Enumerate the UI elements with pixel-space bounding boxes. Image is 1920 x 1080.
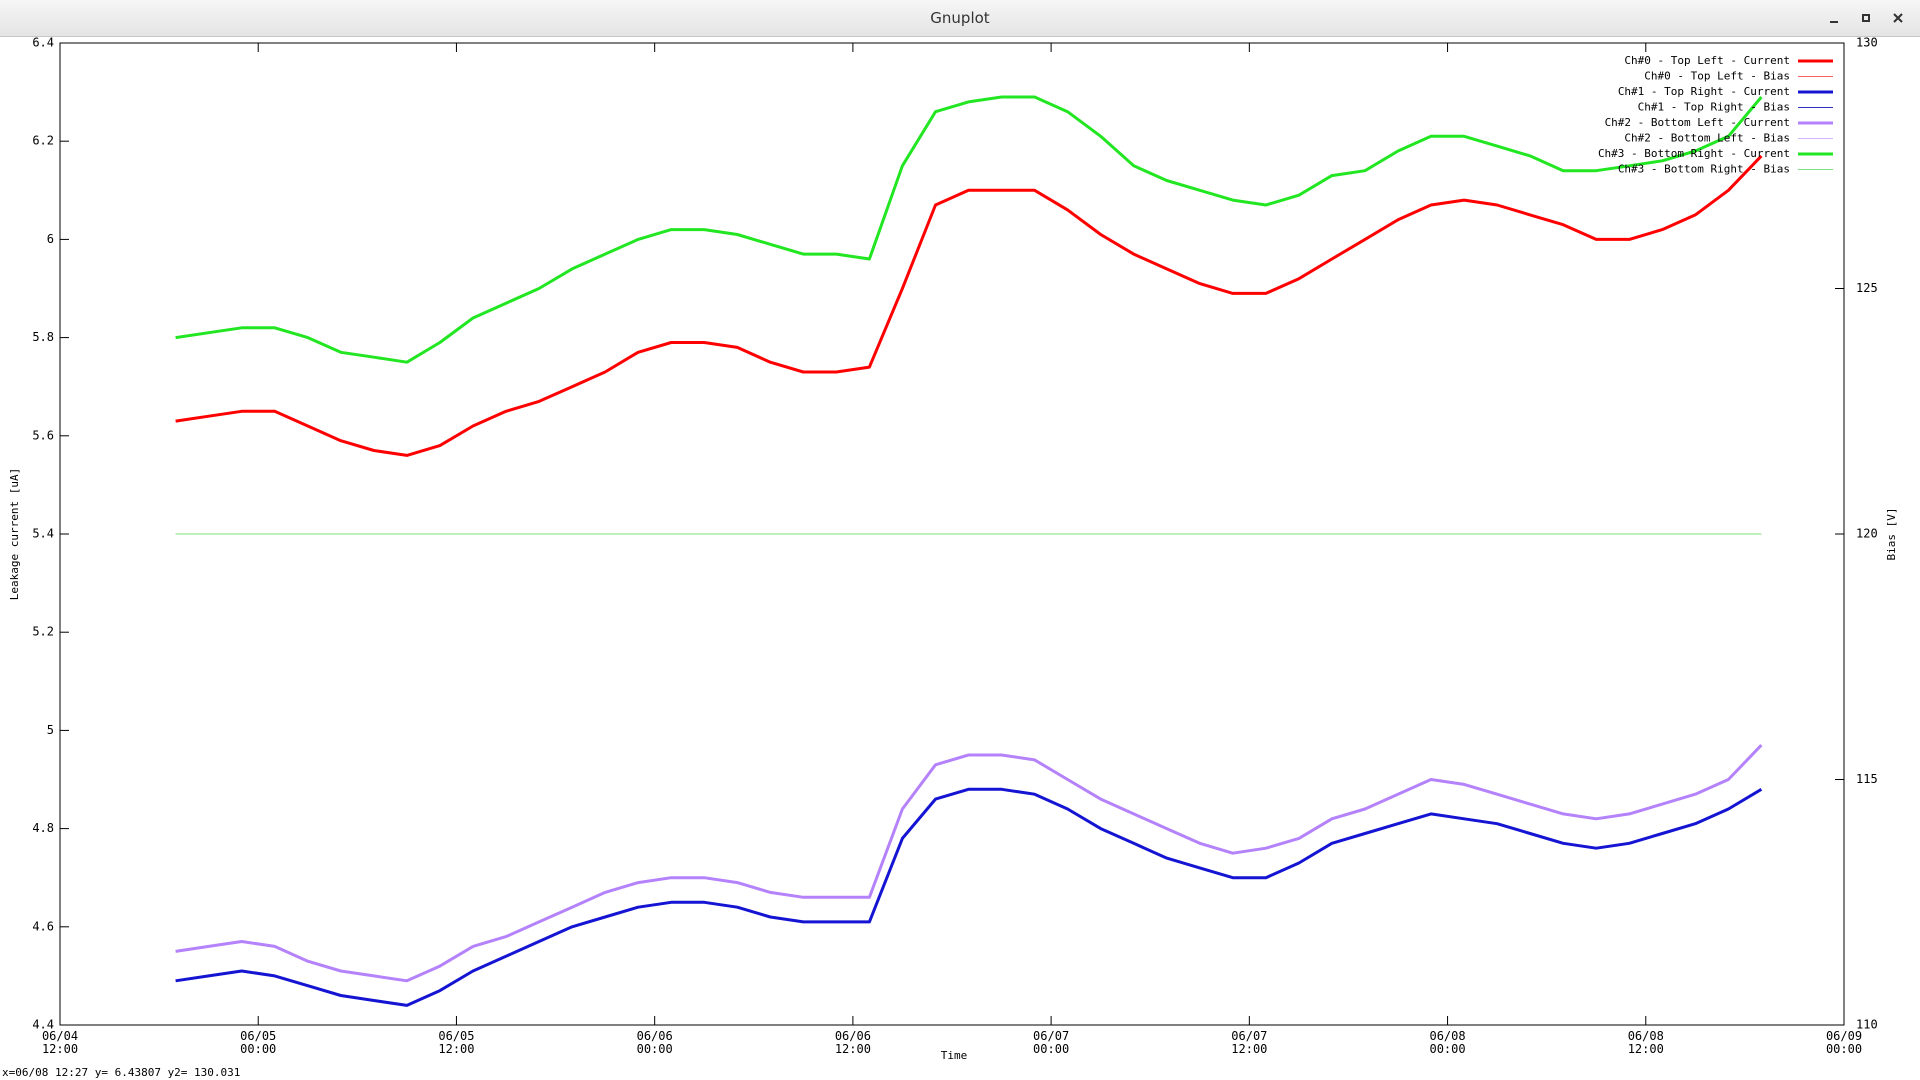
y-tick-label: 5.8 (32, 330, 54, 344)
legend-label: Ch#0 - Top Left - Bias (1644, 70, 1790, 83)
window-title: Gnuplot (930, 9, 990, 27)
legend-label: Ch#2 - Bottom Left - Bias (1624, 132, 1790, 145)
x-tick-label: 06/08 12:00 (1627, 1029, 1664, 1056)
y2-tick-label: 110 (1856, 1018, 1878, 1032)
series-line (175, 744, 1763, 983)
x-tick-label: 06/09 00:00 (1825, 1029, 1863, 1056)
y-tick-label: 6.4 (32, 36, 54, 50)
legend-label: Ch#3 - Bottom Right - Current (1598, 147, 1790, 160)
y-tick-label: 6.2 (32, 134, 54, 148)
y-tick-label: 5 (47, 723, 54, 737)
minimize-button[interactable] (1824, 8, 1844, 28)
y2-tick-label: 115 (1856, 772, 1878, 786)
series-line (175, 787, 1763, 1007)
y-tick-label: 5.2 (32, 625, 54, 639)
x-tick-label: 06/04 12:00 (41, 1029, 79, 1056)
x-tick-label: 06/07 12:00 (1231, 1029, 1268, 1056)
x-axis-label: Time (941, 1049, 968, 1062)
legend-label: Ch#0 - Top Left - Current (1624, 54, 1790, 67)
x-tick-label: 06/05 00:00 (240, 1029, 277, 1056)
legend-label: Ch#3 - Bottom Right - Bias (1618, 163, 1790, 176)
y-tick-label: 5.4 (32, 527, 54, 541)
title-bar: Gnuplot (0, 0, 1920, 37)
series-line (175, 154, 1763, 457)
status-bar: x=06/08 12:27 y= 6.43807 y2= 130.031 (2, 1066, 241, 1079)
series-line (175, 95, 1763, 364)
x-tick-label: 06/05 12:00 (438, 1029, 475, 1056)
y-axis-label: Leakage current [uA] (8, 468, 21, 600)
y2-tick-label: 125 (1856, 281, 1878, 295)
legend-label: Ch#1 - Top Right - Current (1618, 85, 1790, 98)
y-tick-label: 4.8 (32, 821, 54, 835)
y2-tick-label: 130 (1856, 36, 1878, 50)
y-tick-label: 5.6 (32, 428, 54, 442)
y2-axis-label: Bias [V] (1885, 508, 1898, 561)
x-tick-label: 06/06 12:00 (834, 1029, 871, 1056)
legend-label: Ch#1 - Top Right - Bias (1638, 101, 1790, 114)
y2-tick-label: 120 (1856, 527, 1878, 541)
y-tick-label: 6 (47, 232, 54, 246)
y-tick-label: 4.4 (32, 1018, 54, 1032)
maximize-button[interactable] (1856, 8, 1876, 28)
x-tick-label: 06/07 00:00 (1033, 1029, 1070, 1056)
x-tick-label: 06/06 00:00 (636, 1029, 673, 1056)
x-tick-label: 06/08 00:00 (1429, 1029, 1466, 1056)
y-tick-label: 4.6 (32, 919, 54, 933)
legend-label: Ch#2 - Bottom Left - Current (1605, 116, 1790, 129)
close-button[interactable] (1888, 8, 1908, 28)
